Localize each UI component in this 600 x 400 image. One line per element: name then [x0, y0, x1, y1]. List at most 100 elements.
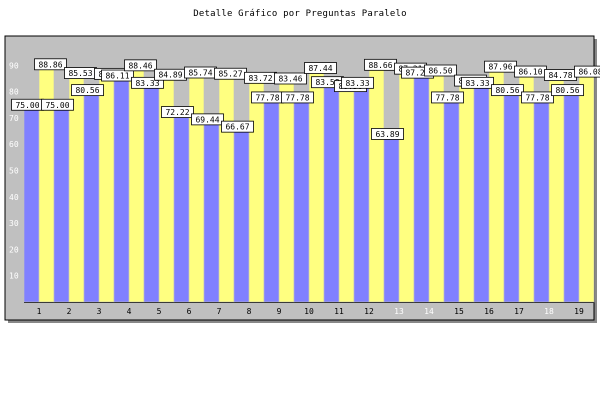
data-label: 83.33 [341, 76, 374, 89]
data-label-text: 77.78 [525, 93, 549, 102]
data-label-text: 83.33 [135, 79, 159, 88]
bar [518, 75, 535, 303]
bar [83, 89, 100, 303]
bar [233, 126, 250, 303]
bar [428, 74, 445, 303]
data-label: 85.53 [64, 67, 97, 79]
bar [113, 75, 130, 303]
data-label-text: 77.78 [285, 93, 309, 102]
bar [323, 81, 340, 303]
data-label-text: 86.10 [518, 68, 542, 77]
x-tick-label: 10 [304, 307, 314, 316]
x-tick-label: 4 [127, 307, 132, 316]
data-label-box [34, 58, 67, 71]
data-label-box [521, 91, 554, 104]
data-label: 75.00 [41, 98, 74, 111]
data-label: 75.00 [11, 98, 44, 111]
chart-title: Detalle Gráfico por Preguntas Paralelo [193, 9, 407, 19]
bar [128, 69, 145, 303]
data-label-text: 83.46 [278, 75, 302, 84]
data-label: 86.50 [424, 64, 457, 77]
data-label: 86.08 [574, 65, 600, 78]
x-tick-label: 16 [484, 307, 494, 316]
data-label-text: 83.72 [248, 74, 272, 83]
x-tick-label: 5 [157, 307, 162, 316]
data-label-text: 80.56 [75, 86, 99, 95]
data-label: 77.78 [431, 91, 464, 104]
bar [443, 97, 460, 303]
data-label-text: 87.44 [308, 64, 332, 73]
data-label: 77.78 [521, 91, 554, 104]
x-tick-label: 19 [574, 307, 584, 316]
data-label: 85.27 [214, 67, 247, 80]
bar [563, 89, 580, 303]
x-tick-label: 8 [247, 307, 252, 316]
data-label: 77.78 [281, 91, 314, 104]
data-label: 80.56 [491, 84, 524, 97]
bar [398, 72, 415, 303]
data-label-text: 83.33 [345, 79, 369, 88]
data-label-text: 77.78 [255, 93, 279, 102]
bar [533, 97, 550, 303]
data-label-box [161, 106, 194, 118]
bar [488, 70, 505, 303]
y-tick-label: 90 [9, 61, 19, 70]
bar [413, 72, 430, 303]
data-label-box [274, 72, 307, 85]
bar [23, 104, 40, 303]
data-label: 80.56 [71, 84, 104, 97]
data-label-text: 86.11 [105, 72, 129, 81]
bar [53, 104, 70, 303]
y-tick-label: 20 [9, 245, 19, 254]
x-tick-label: 15 [454, 307, 464, 316]
bar [353, 82, 370, 303]
bar [503, 89, 520, 303]
x-tick-label: 3 [97, 307, 102, 316]
y-tick-label: 40 [9, 193, 19, 202]
data-label-box [304, 62, 337, 74]
data-label-text: 80.56 [555, 86, 579, 95]
bar [473, 82, 490, 303]
bar [203, 119, 220, 303]
x-tick-label: 12 [364, 307, 374, 316]
data-label-text: 88.46 [128, 61, 152, 70]
x-tick-label: 1 [37, 307, 42, 316]
data-label-text: 84.89 [158, 71, 182, 80]
x-tick-label: 6 [187, 307, 192, 316]
data-label: 88.46 [124, 59, 157, 72]
data-label-text: 86.08 [578, 68, 600, 77]
bar [218, 77, 235, 303]
data-label: 83.33 [461, 76, 494, 89]
bar [368, 68, 385, 303]
bar [68, 76, 85, 303]
bar [383, 133, 400, 303]
data-label-text: 87.21 [405, 69, 429, 78]
bar [98, 77, 115, 303]
data-label-text: 72.22 [165, 108, 189, 117]
data-label-text: 69.44 [195, 115, 219, 124]
data-label-box [431, 91, 464, 104]
data-label-text: 63.89 [375, 130, 399, 139]
data-label: 72.22 [161, 106, 194, 118]
bar [293, 97, 310, 303]
data-label-box [131, 76, 164, 89]
bar [338, 89, 355, 303]
bar [548, 78, 565, 303]
y-tick-label: 10 [9, 272, 19, 281]
data-label-box [221, 120, 254, 133]
data-label: 83.46 [274, 72, 307, 85]
data-label: 86.10 [514, 65, 547, 78]
y-tick-label: 80 [9, 88, 19, 97]
data-label-box [341, 76, 374, 89]
data-label: 63.89 [371, 128, 404, 140]
y-tick-label: 70 [9, 114, 19, 123]
data-label-text: 88.86 [38, 60, 62, 69]
x-tick-label: 13 [394, 307, 404, 316]
data-label-box [371, 128, 404, 140]
data-label-text: 87.96 [488, 63, 512, 72]
data-label-text: 85.27 [218, 70, 242, 79]
bar [143, 82, 160, 303]
data-label-box [424, 64, 457, 77]
data-label-text: 84.78 [548, 71, 572, 80]
